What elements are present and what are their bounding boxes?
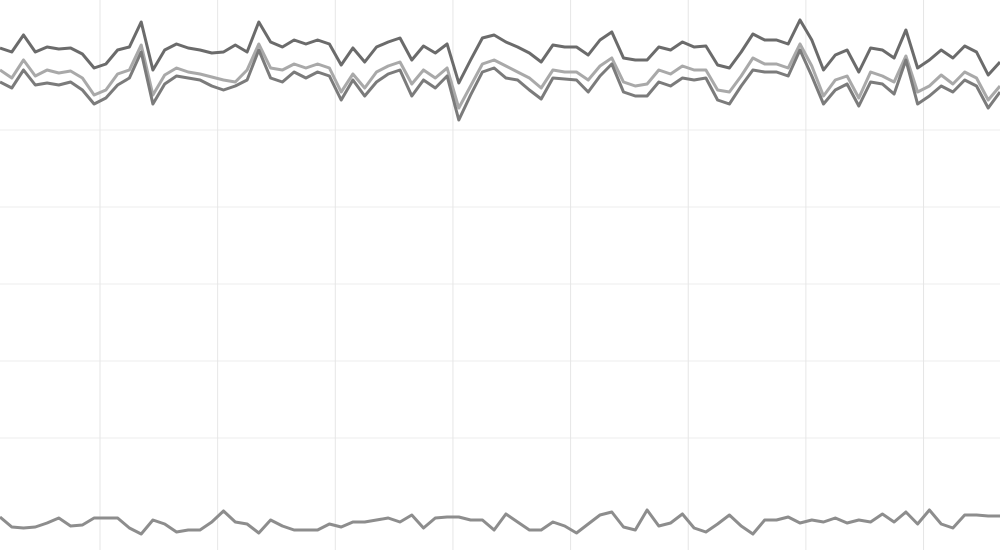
line-series [0,508,1000,536]
line-series [0,48,1000,122]
line-series [0,42,1000,110]
line-series [0,18,1000,85]
